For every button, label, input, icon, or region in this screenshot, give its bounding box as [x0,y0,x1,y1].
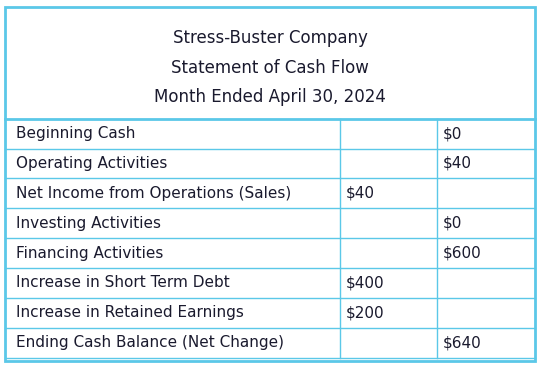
Text: $40: $40 [443,156,472,171]
Text: $400: $400 [346,276,384,291]
Text: Increase in Short Term Debt: Increase in Short Term Debt [16,276,230,291]
Text: Investing Activities: Investing Activities [16,216,161,231]
Text: $640: $640 [443,335,482,350]
Text: Ending Cash Balance (Net Change): Ending Cash Balance (Net Change) [16,335,284,350]
Text: Increase in Retained Earnings: Increase in Retained Earnings [16,306,244,320]
Text: Beginning Cash: Beginning Cash [16,126,136,141]
Text: $0: $0 [443,126,462,141]
Text: Financing Activities: Financing Activities [16,246,164,261]
Text: $200: $200 [346,306,384,320]
Text: Operating Activities: Operating Activities [16,156,167,171]
Text: Net Income from Operations (Sales): Net Income from Operations (Sales) [16,186,292,201]
Text: $600: $600 [443,246,482,261]
Text: Month Ended April 30, 2024: Month Ended April 30, 2024 [154,88,386,106]
Text: Statement of Cash Flow: Statement of Cash Flow [171,58,369,77]
Text: $40: $40 [346,186,375,201]
Text: $0: $0 [443,216,462,231]
Text: Stress-Buster Company: Stress-Buster Company [173,29,367,47]
